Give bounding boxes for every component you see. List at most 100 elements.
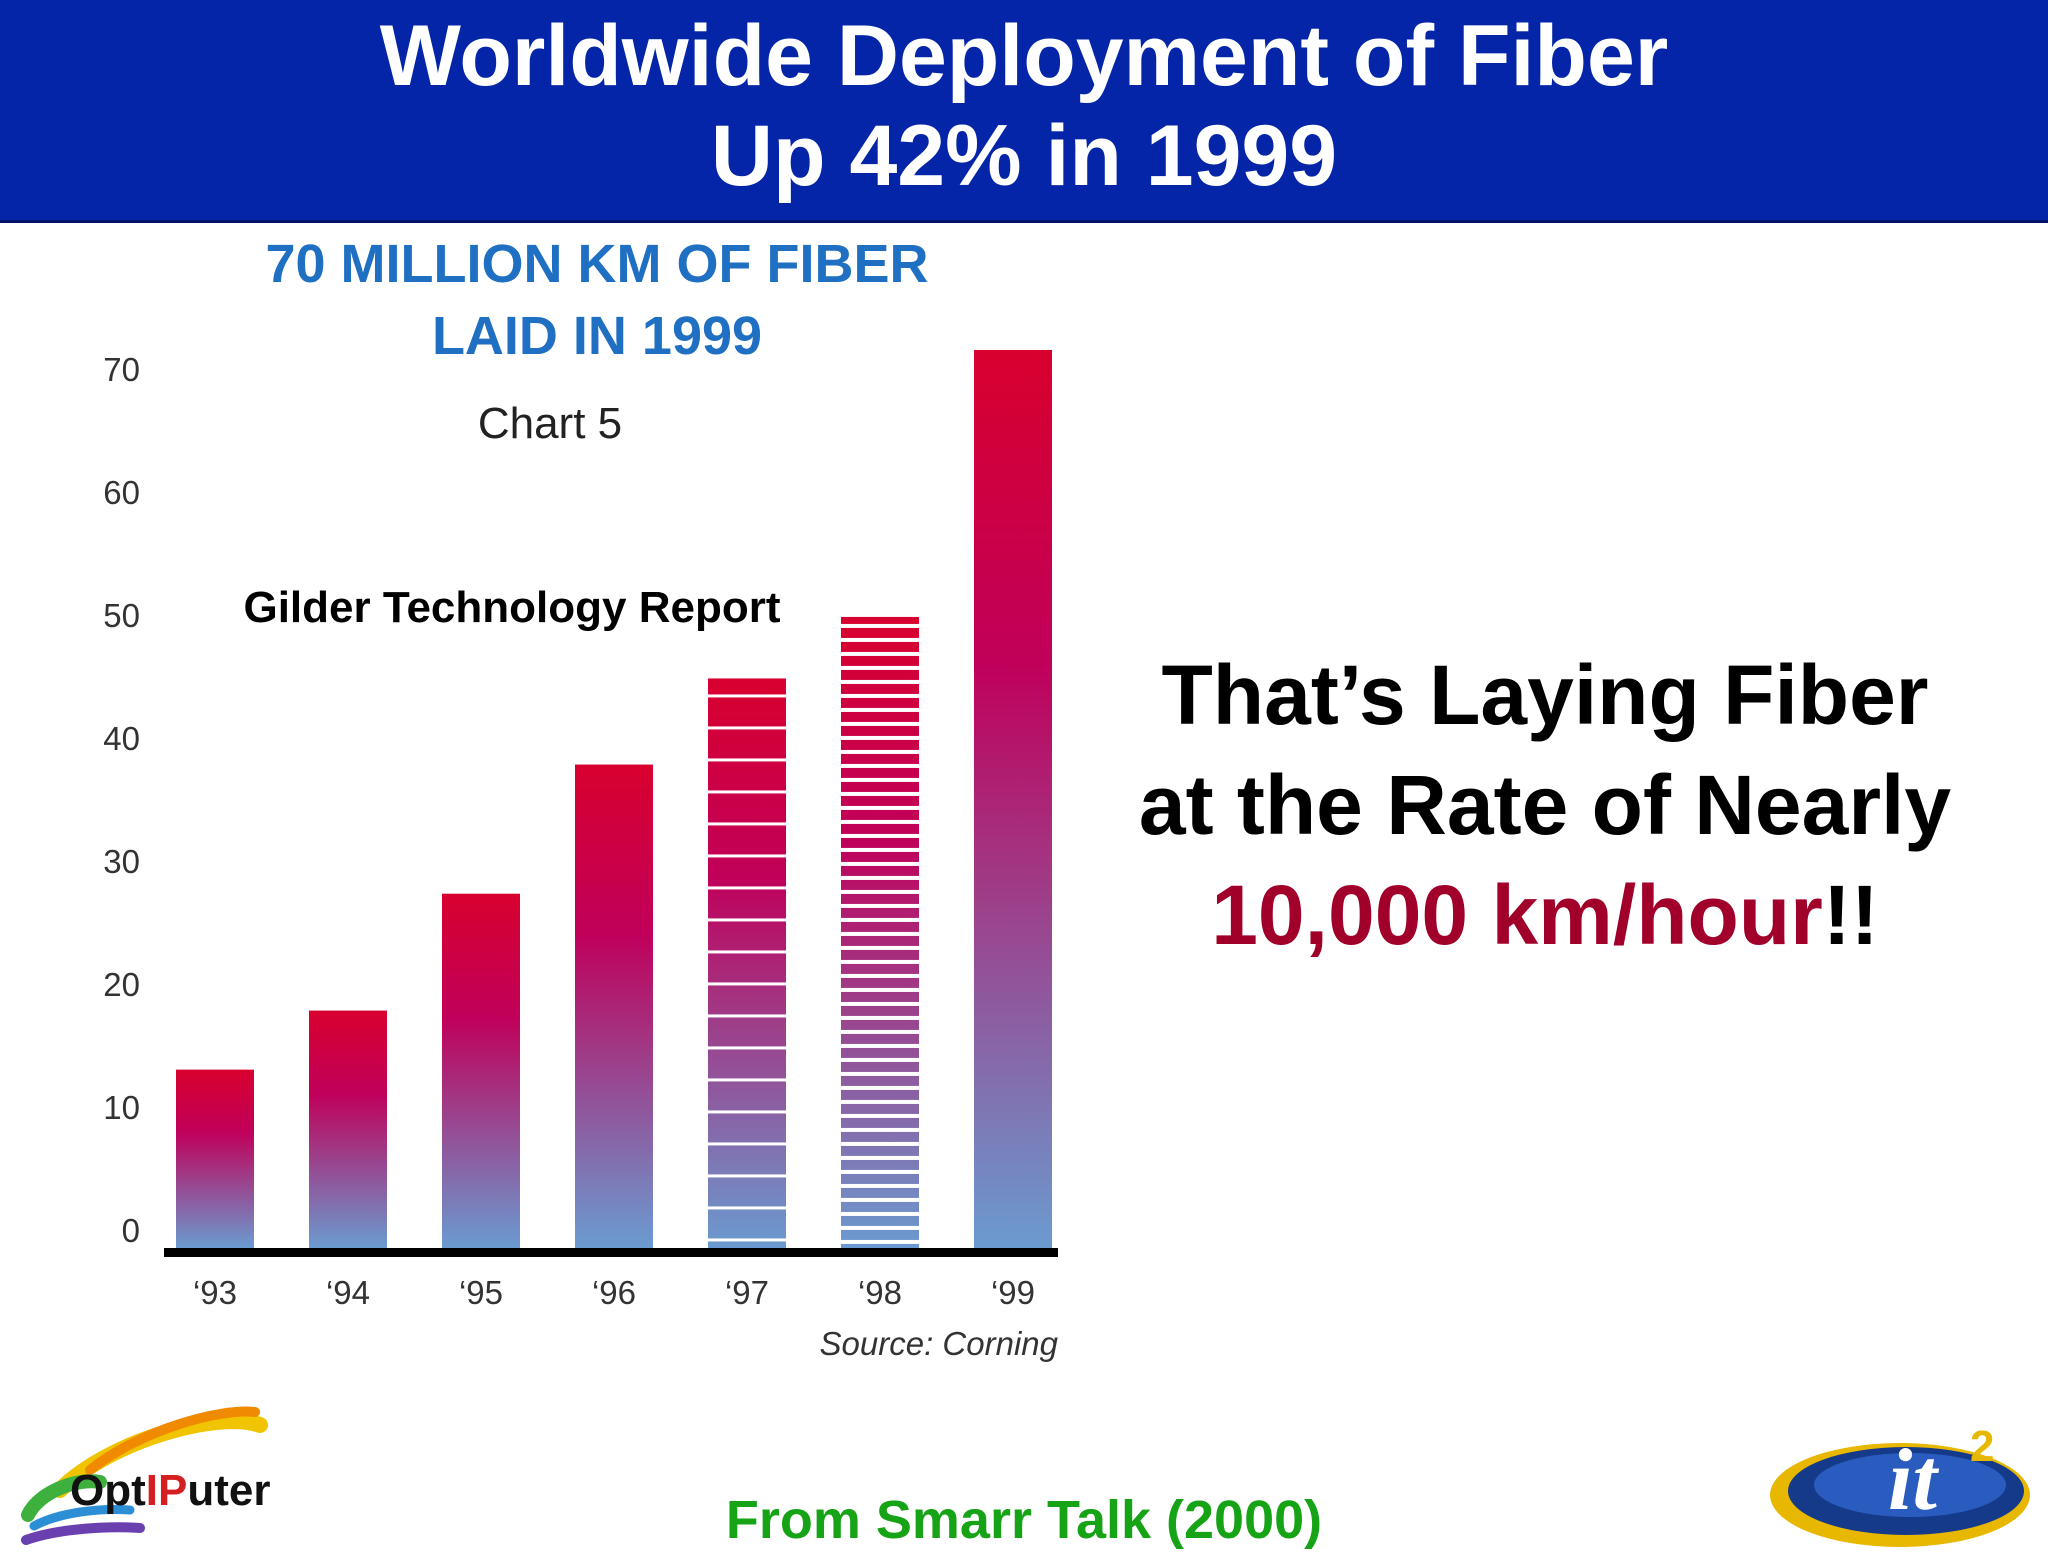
bar-stripe [841,651,919,656]
bar-stripe [841,819,919,824]
bar-stripe [841,931,919,936]
bar-stripe [841,749,919,754]
bar-stripe [708,790,786,794]
y-tick-label: 50 [103,597,140,634]
svg-text:it: it [1888,1432,1939,1529]
bar-stripe [841,1057,919,1062]
fiber-bar-chart: 70 MILLION KM OF FIBER LAID IN 1999 Char… [103,234,1059,1362]
bar-stripe [841,987,919,992]
bar-stripe [841,1029,919,1034]
optiputer-swoosh-logo-icon [21,1406,268,1545]
bar-stripe [708,1014,786,1018]
it2-logo: it 2 [1760,1405,2048,1553]
bar-stripe [841,679,919,684]
bar-stripe [708,694,786,698]
optiputer-logo: OptIPuter [20,1400,320,1550]
bar-stripe [841,1085,919,1090]
x-tick-label: ‘93 [193,1274,237,1311]
bar-stripe [841,735,919,740]
y-tick-label: 60 [103,474,140,511]
it2-logo-icon: it 2 [1770,1422,2030,1547]
bar-stripe [841,847,919,852]
bar-stripe [841,1043,919,1048]
bar-stripe [841,1127,919,1132]
bar [309,1010,387,1248]
bar-stripe [841,1183,919,1188]
x-tick-label: ‘98 [858,1274,902,1311]
callout-line-3: 10,000 km/hour!! [1060,860,2030,970]
bar-stripe [708,982,786,986]
bar-stripe [841,903,919,908]
svg-text:2: 2 [1970,1422,1994,1471]
bar-stripe [841,1211,919,1216]
bar [974,350,1052,1248]
y-tick-label: 30 [103,843,140,880]
bar-stripe [708,1142,786,1146]
bar [708,678,786,1248]
y-tick-label: 40 [103,720,140,757]
bar-stripe [841,1141,919,1146]
bar-stripe [841,1099,919,1104]
x-tick-label: ‘96 [592,1274,636,1311]
chart-annotation: Gilder Technology Report [243,583,780,632]
bar-stripe [841,693,919,698]
bar [575,764,653,1248]
x-axis-baseline [164,1248,1058,1257]
bar-stripe [841,637,919,642]
x-tick-label: ‘99 [991,1274,1035,1311]
bar-stripe [841,1071,919,1076]
bar-stripe [841,917,919,922]
x-tick-label: ‘97 [725,1274,769,1311]
chart-source: Source: Corning [820,1325,1059,1362]
bar-stripe [841,805,919,810]
bar-stripe [841,959,919,964]
x-tick-label: ‘95 [459,1274,503,1311]
bar-stripe [841,623,919,628]
bar-stripe [708,950,786,954]
bars [176,350,1052,1248]
x-axis-ticks: ‘93 ‘94 ‘95 ‘96 ‘97 ‘98 ‘99 [193,1274,1035,1311]
bar-stripe [708,886,786,890]
bar-stripe [708,822,786,826]
bar-stripe [841,833,919,838]
y-tick-label: 20 [103,966,140,1003]
bar-stripe [708,1238,786,1242]
callout-line-2: at the Rate of Nearly [1138,758,1952,852]
y-tick-label: 70 [103,351,140,388]
bar-stripe [841,875,919,880]
rate-callout: That’s Laying Fiber at the Rate of Nearl… [1060,640,2030,970]
bar-stripe [841,861,919,866]
x-tick-label: ‘94 [326,1274,370,1311]
bar-stripe [841,945,919,950]
bar-stripe [841,1155,919,1160]
bar-stripe [708,918,786,922]
bar-stripe [708,1046,786,1050]
bar-stripe [841,1197,919,1202]
slide-title-line-2: Up 42% in 1999 [710,108,1338,204]
bar-stripe [841,1169,919,1174]
bar-stripe [841,1225,919,1230]
slide-title-line-1: Worldwide Deployment of Fiber [379,8,1669,104]
y-axis-ticks: 0 10 20 30 40 50 60 70 [103,351,140,1249]
bar-stripe [841,777,919,782]
bar-stripe [841,665,919,670]
bar-stripe [841,763,919,768]
bar-stripe [841,1239,919,1244]
bar-stripe [708,726,786,730]
bar-stripe [708,1174,786,1178]
bar-stripe [841,721,919,726]
chart-title-line-1: 70 MILLION KM OF FIBER [265,234,928,294]
bar-stripe [708,1206,786,1210]
bar [176,1069,254,1248]
bar-stripe [708,1078,786,1082]
bar-stripe [708,854,786,858]
bar-stripe [841,1001,919,1006]
optiputer-wordmark: OptIPuter [70,1466,271,1515]
y-tick-label: 10 [103,1089,140,1126]
callout-line-1: That’s Laying Fiber [1161,648,1929,742]
chart-subtitle: Chart 5 [478,399,622,448]
bar-stripe [841,707,919,712]
footer-credit: From Smarr Talk (2000) [725,1490,1323,1550]
y-tick-label: 0 [122,1212,140,1249]
callout-rate-suffix: !! [1822,868,1879,962]
